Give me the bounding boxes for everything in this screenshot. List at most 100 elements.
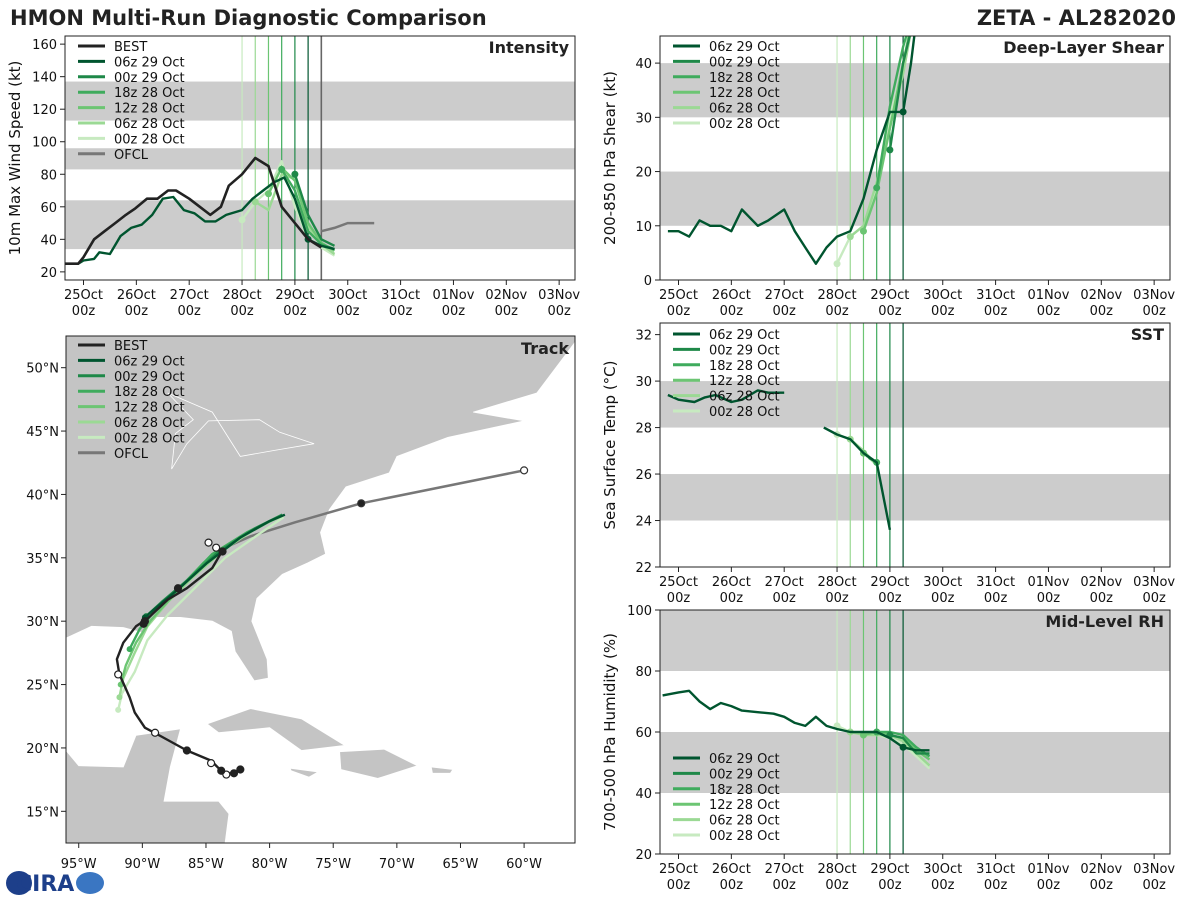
run-line: [667, 36, 916, 265]
x-tick-date: 01Nov: [1027, 288, 1069, 303]
intensity-panel: 2040608010012014016025Oct00z26Oct00z27Oc…: [6, 35, 580, 319]
x-tick-hour: 00z: [125, 304, 149, 319]
lon-tick-label: 70°W: [379, 857, 415, 872]
x-tick-date: 29Oct: [870, 575, 909, 590]
y-tick-label: 60: [635, 726, 652, 741]
run-line: [662, 689, 930, 752]
x-tick-date: 03Nov: [1133, 288, 1175, 303]
x-tick-hour: 00z: [667, 304, 691, 319]
y-tick-label: 140: [32, 71, 57, 86]
legend-label: 18z 28 Oct: [114, 385, 185, 400]
legend-label: 00z 29 Oct: [709, 767, 780, 782]
x-tick-hour: 00z: [825, 878, 849, 893]
run-init-point: [264, 190, 272, 198]
panel-title: SST: [1131, 325, 1164, 344]
x-tick-date: 31Oct: [381, 288, 420, 303]
run-line: [65, 176, 335, 265]
legend-label: 06z 28 Oct: [709, 390, 780, 405]
axes-frame: [659, 322, 1171, 568]
y-tick-label: 60: [40, 201, 57, 216]
x-tick-hour: 00z: [1090, 304, 1114, 319]
run-init-point: [886, 146, 894, 154]
legend-label: 06z 29 Oct: [709, 328, 780, 343]
best-track-point: [212, 543, 221, 552]
threshold-band: [660, 474, 1170, 521]
x-tick-hour: 00z: [984, 878, 1008, 893]
x-tick-date: 31Oct: [976, 862, 1015, 877]
lon-tick-label: 80°W: [252, 857, 288, 872]
legend-label: 00z 28 Oct: [709, 117, 780, 132]
x-tick-hour: 00z: [773, 591, 797, 606]
run-init-point: [899, 108, 907, 116]
y-tick-label: 40: [635, 787, 652, 802]
best-track-point: [217, 766, 226, 775]
run-track-line: [117, 516, 285, 711]
legend-label: 06z 28 Oct: [114, 117, 185, 132]
best-track-point: [182, 746, 191, 755]
threshold-band: [660, 171, 1170, 226]
lat-tick-label: 20°N: [26, 742, 59, 757]
threshold-band: [65, 81, 575, 121]
y-tick-label: 120: [32, 103, 57, 118]
x-tick-date: 01Nov: [432, 288, 474, 303]
x-tick-hour: 00z: [1037, 304, 1061, 319]
shear-panel: 01020304025Oct00z26Oct00z27Oct00z28Oct00…: [601, 35, 1175, 319]
x-tick-date: 28Oct: [818, 862, 857, 877]
x-tick-date: 30Oct: [328, 288, 367, 303]
track-panel: 95°W 90°W 85°W 80°W 75°W 70°W 65°W 60°W 15°N 20°N…: [26, 335, 576, 872]
run-line: [823, 426, 892, 531]
x-tick-date: 01Nov: [1027, 862, 1069, 877]
lat-tick-label: 40°N: [26, 488, 59, 503]
best-track-point: [204, 538, 213, 547]
central-america-land: [66, 728, 230, 843]
threshold-band: [660, 732, 1170, 793]
best-track-point: [218, 547, 227, 556]
rh-panel: 2040608010025Oct00z26Oct00z27Oct00z28Oct…: [601, 604, 1175, 893]
run-line: [889, 733, 930, 755]
run-init-point: [833, 260, 841, 268]
y-axis-label: 700-500 hPa Humidity (%): [601, 633, 619, 831]
x-tick-date: 29Oct: [870, 862, 909, 877]
y-tick-label: 10: [635, 220, 652, 235]
x-tick-hour: 00z: [1090, 878, 1114, 893]
run-line: [888, 36, 911, 151]
x-tick-date: 26Oct: [117, 288, 156, 303]
x-tick-date: 25Oct: [659, 862, 698, 877]
x-tick-hour: 00z: [283, 304, 307, 319]
x-tick-hour: 00z: [1142, 304, 1166, 319]
y-tick-label: 40: [635, 57, 652, 72]
x-tick-date: 27Oct: [765, 862, 804, 877]
lat-tick-label: 15°N: [26, 805, 59, 820]
best-track-point: [139, 619, 148, 628]
run-track-line: [144, 513, 286, 619]
run-line: [875, 36, 908, 188]
legend-label: 06z 29 Oct: [114, 55, 185, 70]
run-init-point: [859, 227, 867, 235]
x-tick-hour: 00z: [878, 878, 902, 893]
run-init-point: [846, 233, 854, 241]
logo-globe-icon: [6, 871, 32, 895]
x-tick-hour: 00z: [878, 591, 902, 606]
x-tick-date: 28Oct: [223, 288, 262, 303]
plot-area: [660, 610, 1170, 854]
legend-label: 12z 28 Oct: [114, 102, 185, 117]
x-tick-date: 28Oct: [818, 288, 857, 303]
ofcl-line: [320, 221, 375, 233]
map-area: [66, 336, 575, 843]
run-init-point: [291, 170, 299, 178]
y-tick-label: 40: [40, 233, 57, 248]
threshold-band: [65, 148, 575, 170]
best-track-point: [150, 728, 160, 737]
run-init-point: [873, 184, 881, 192]
x-tick-date: 29Oct: [275, 288, 314, 303]
x-tick-date: 26Oct: [712, 288, 751, 303]
y-tick-label: 20: [635, 166, 652, 181]
x-tick-hour: 00z: [230, 304, 254, 319]
x-tick-date: 27Oct: [170, 288, 209, 303]
x-tick-date: 02Nov: [1080, 862, 1122, 877]
x-tick-date: 02Nov: [1080, 575, 1122, 590]
logo-text: CIRA: [16, 872, 74, 897]
lon-tick-label: 95°W: [61, 857, 97, 872]
best-track-point: [229, 769, 239, 778]
